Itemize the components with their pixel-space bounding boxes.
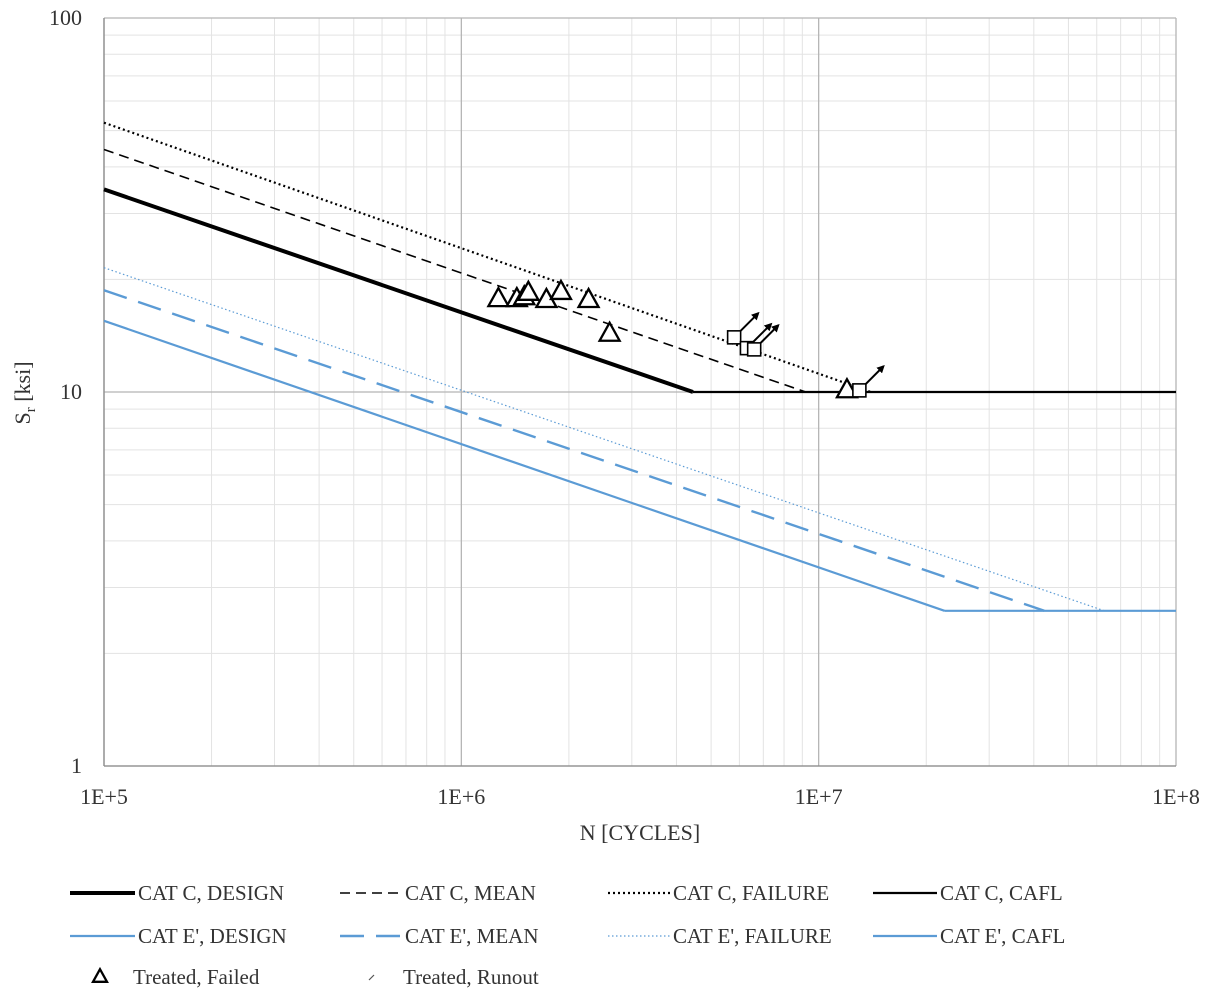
legend-label: CAT E', MEAN [405,924,539,948]
x-tick-label: 1E+5 [80,784,128,809]
y-tick-label: 10 [60,379,82,404]
legend-label: CAT E', FAILURE [673,924,832,948]
legend-entry: CAT C, FAILURE [608,881,829,905]
legend-entry: CAT E', MEAN [340,924,539,948]
series-layer [103,121,1176,612]
series-line [103,148,806,393]
treated-failed-marker [597,320,622,342]
legend-entry: Treated, Failed [91,965,260,989]
legend-label: CAT C, MEAN [405,881,536,905]
x-tick-label: 1E+8 [1152,784,1200,809]
y-tick-label: 1 [71,753,82,778]
series-line [103,319,945,612]
series-line [103,289,1045,612]
legend-label: CAT C, DESIGN [138,881,284,905]
legend-swatch [368,974,375,981]
legend-label: Treated, Runout [403,965,539,989]
y-axis-title-subscript: r [23,407,39,412]
treated-failed-marker [548,278,573,301]
legend-entry: CAT E', DESIGN [70,924,287,948]
legend-label: CAT E', DESIGN [138,924,287,948]
runout-square [746,342,762,357]
legend-entry: CAT E', CAFL [873,924,1065,948]
marker-layer [486,278,885,399]
treated-failed-marker [486,285,511,308]
legend-label: CAT C, CAFL [940,881,1063,905]
treated-failed-marker [835,376,859,399]
y-tick-label: 100 [49,5,82,30]
treated-runout-marker [726,311,760,345]
treated-runout-marker [746,323,780,357]
treated-failed-marker [516,279,541,301]
axes-layer: 1E+5 1E+6 1E+7 1E+8 1 10 100 [49,5,1200,809]
runout-square [726,330,742,345]
x-axis-title: N [CYCLES] [580,820,700,845]
legend-entry: CAT E', FAILURE [608,924,832,948]
legend-entry: Treated, Runout [368,965,539,989]
legend-label: CAT E', CAFL [940,924,1065,948]
x-tick-label: 1E+7 [795,784,843,809]
treated-failed-marker [91,966,109,983]
y-axis-title-unit: [ksi] [10,361,35,407]
legend: CAT C, DESIGN CAT C, MEAN CAT C, FAILURE CA… [70,881,1065,989]
label-layer: N [CYCLES] Sr [ksi] [10,361,700,845]
y-axis-title: Sr [ksi] [10,361,39,424]
legend-label: Treated, Failed [133,965,260,989]
series-line [103,267,1105,612]
legend-entry: CAT C, CAFL [873,881,1063,905]
series-line [103,187,694,394]
x-tick-label: 1E+6 [437,784,485,809]
legend-label: CAT C, FAILURE [673,881,829,905]
series-line [103,121,872,394]
legend-entry: CAT C, MEAN [340,881,536,905]
legend-entry: CAT C, DESIGN [70,881,284,905]
treated-failed-marker [576,286,601,309]
y-axis-title-main: S [10,412,35,424]
runout-square [852,383,867,398]
treated-runout-marker [852,364,885,398]
